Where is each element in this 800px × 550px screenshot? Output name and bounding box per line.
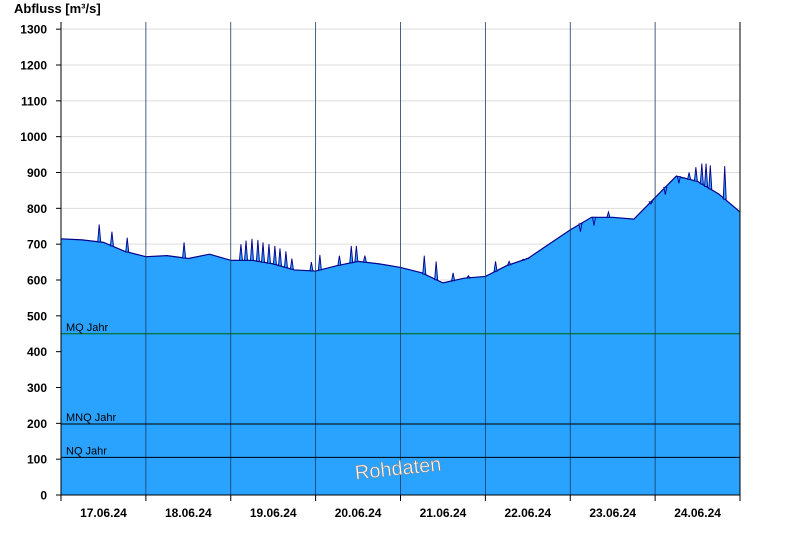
spike-18: [354, 245, 359, 263]
y-tick-label-600: 600: [27, 274, 47, 288]
spike-20: [422, 255, 427, 275]
x-tick-label-5: 22.06.24: [504, 506, 551, 520]
ref-label-2: NQ Jahr: [66, 445, 107, 457]
spike-38: [704, 163, 709, 187]
y-tick-labels: 0 100 200 300 400 500 600 700 800 900 1000 1100 1200…: [20, 23, 61, 503]
x-tick-labels: 17.06.24 18.06.24 19.06.24 20.06.24 21.06.24…: [60, 495, 741, 520]
spike-7: [255, 239, 260, 262]
spike-29: [591, 216, 597, 226]
spike-14: [309, 262, 314, 272]
y-axis-label: Abfluss [m³/s]: [14, 1, 101, 16]
spike-4: [238, 244, 243, 261]
spike-11: [277, 248, 282, 267]
x-tick-label-7: 24.06.24: [674, 506, 721, 520]
x-tick-label-1: 18.06.24: [165, 506, 212, 520]
x-tick-label-0: 17.06.24: [80, 506, 127, 520]
x-tick-label-6: 23.06.24: [589, 506, 636, 520]
spike-8: [261, 242, 265, 263]
spike-39: [708, 165, 713, 190]
spike-10: [272, 245, 277, 265]
spike-28: [578, 223, 583, 232]
spike-30: [606, 210, 611, 218]
spike-2: [125, 237, 130, 253]
spike-31: [648, 201, 654, 205]
y-tick-label-1100: 1100: [21, 94, 47, 108]
y-tick-label-0: 0: [40, 489, 47, 503]
spike-3: [182, 242, 187, 259]
x-tick-label-4: 21.06.24: [420, 506, 467, 520]
y-tick-label-500: 500: [27, 309, 47, 323]
spike-25: [506, 260, 512, 266]
ref-label-0: MQ Jahr: [66, 322, 109, 334]
ref-label-1: MNQ Jahr: [66, 412, 116, 424]
y-tick-label-1300: 1300: [20, 23, 47, 37]
day-divider-layer: [145, 22, 656, 495]
spike-19: [362, 255, 367, 263]
spike-32: [663, 186, 668, 195]
y-tick-label-400: 400: [27, 345, 47, 359]
spike-33: [676, 176, 681, 184]
spike-13: [289, 258, 294, 270]
y-tick-label-800: 800: [27, 202, 47, 216]
y-tick-label-100: 100: [27, 453, 47, 467]
y-tick-label-900: 900: [27, 166, 47, 180]
x-tick-label-3: 20.06.24: [335, 506, 382, 520]
spike-36: [693, 167, 698, 182]
x-tick-label-2: 19.06.24: [250, 506, 297, 520]
spike-40: [722, 166, 727, 200]
spike-37: [699, 163, 704, 185]
spike-1: [109, 231, 114, 247]
spike-21: [434, 261, 439, 281]
reference-lines-layer: MQ Jahr MNQ Jahr NQ Jahr: [61, 322, 740, 458]
spike-5: [244, 240, 249, 261]
y-tick-label-1200: 1200: [20, 59, 47, 73]
spike-6: [249, 238, 254, 261]
y-tick-label-300: 300: [27, 381, 47, 395]
spike-26: [521, 258, 526, 261]
spike-23: [466, 274, 471, 279]
spike-12: [283, 251, 288, 268]
spike-9: [266, 244, 271, 264]
y-tick-label-700: 700: [27, 238, 47, 252]
spike-15: [317, 254, 322, 271]
y-tick-label-1000: 1000: [20, 130, 47, 144]
spike-22: [451, 272, 456, 282]
spike-35: [687, 172, 692, 180]
spike-17: [349, 245, 354, 264]
spike-16: [337, 255, 342, 266]
spike-24: [493, 261, 498, 272]
spike-0: [97, 224, 102, 243]
y-tick-label-200: 200: [27, 417, 47, 431]
